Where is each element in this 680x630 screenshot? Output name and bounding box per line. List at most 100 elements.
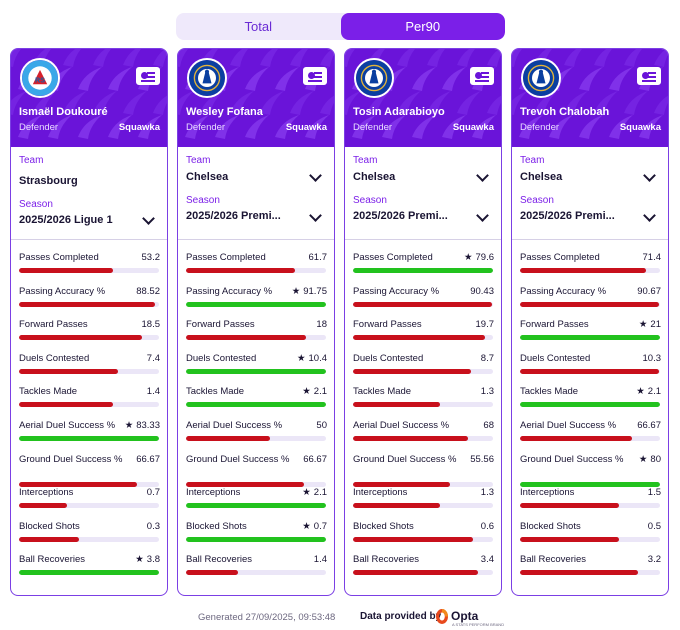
stat-value: 3.2 <box>648 554 661 565</box>
stat-label: Ground Duel Success % <box>19 453 123 465</box>
stat-value: 1.3 <box>481 386 494 397</box>
stat-label: Ball Recoveries <box>520 554 586 566</box>
chelsea-crest-icon <box>521 58 561 98</box>
stat-bar <box>19 368 159 374</box>
stat-label: Blocked Shots <box>520 520 581 532</box>
player-id-card-icon[interactable] <box>637 67 661 85</box>
stat-bar <box>19 570 159 576</box>
tab-per90[interactable]: Per90 <box>340 13 505 40</box>
chevron-down-icon[interactable] <box>142 212 155 225</box>
stat-bar-fill <box>19 368 119 374</box>
opta-logo-icon <box>436 609 448 624</box>
stat-number: 0.3 <box>146 520 160 532</box>
stat-label: Tackles Made <box>353 386 412 398</box>
team-label: Team <box>186 155 211 166</box>
stat-number: 0.7 <box>146 487 160 499</box>
team-select[interactable]: Chelsea <box>186 171 229 183</box>
star-icon: ★ <box>302 487 311 499</box>
stat-bar <box>186 301 326 307</box>
player-name: Ismaël Doukouré <box>19 106 108 118</box>
chevron-down-icon[interactable] <box>643 169 656 182</box>
player-id-card-icon[interactable] <box>470 67 494 85</box>
stat-value: ★ 2.1 <box>302 386 327 397</box>
stat-bar <box>353 570 493 576</box>
stat-bar-fill <box>19 503 67 509</box>
stat-bar-fill <box>520 268 646 273</box>
stat-label: Blocked Shots <box>353 520 414 532</box>
team-select[interactable]: Chelsea <box>520 171 563 183</box>
star-icon: ★ <box>135 554 144 566</box>
player-id-card-icon[interactable] <box>136 67 160 85</box>
player-card: RS Ismaël Doukouré Defender Squawka Team Stra… <box>10 48 168 596</box>
stat-value: 0.3 <box>147 521 160 532</box>
divider <box>11 239 167 240</box>
player-header: Wesley Fofana Defender Squawka <box>178 49 334 147</box>
stat-number: 71.4 <box>642 252 662 263</box>
player-name: Trevoh Chalobah <box>520 106 610 118</box>
stat-bar <box>186 268 326 273</box>
stat-value: ★ 0.7 <box>302 521 327 532</box>
stat-label: Tackles Made <box>520 386 579 398</box>
stat-bar-fill <box>19 402 113 408</box>
stat-label: Aerial Duel Success % <box>186 420 283 431</box>
team-select[interactable]: Strasbourg <box>19 175 78 187</box>
divider <box>178 239 334 240</box>
stat-number: 0.5 <box>647 520 661 532</box>
stat-bar <box>520 402 660 408</box>
stat-number: 8.7 <box>480 352 494 364</box>
stat-number: 3.4 <box>480 554 494 566</box>
stat-bar-fill <box>186 503 326 509</box>
stat-number: 83.33 <box>136 420 160 431</box>
chevron-down-icon[interactable] <box>309 169 322 182</box>
chevron-down-icon[interactable] <box>476 169 489 182</box>
stat-bar-fill <box>186 368 326 374</box>
tab-total[interactable]: Total <box>244 19 272 34</box>
stat-bar <box>520 268 660 273</box>
player-position: Defender <box>186 122 226 133</box>
stat-bar-fill <box>19 335 143 341</box>
stat-label: Ball Recoveries <box>19 554 85 566</box>
team-label: Team <box>520 155 545 166</box>
stat-bar-fill <box>19 536 80 542</box>
divider <box>345 239 501 240</box>
stat-bar <box>520 301 660 307</box>
stat-label: Blocked Shots <box>19 520 80 532</box>
stat-value: 88.52 <box>136 286 160 297</box>
stat-bar <box>520 503 660 509</box>
season-select[interactable]: 2025/2026 Ligue 1 <box>19 214 113 226</box>
player-name: Wesley Fofana <box>186 106 263 118</box>
stat-number: 66.67 <box>303 453 327 465</box>
chevron-down-icon[interactable] <box>643 209 656 222</box>
stat-bar <box>353 536 493 542</box>
stat-value: ★ 80 <box>639 454 661 465</box>
stat-bar <box>353 368 493 374</box>
season-select[interactable]: 2025/2026 Premi... <box>186 210 281 222</box>
stat-bar <box>186 368 326 374</box>
stat-label: Interceptions <box>19 487 74 499</box>
season-select[interactable]: 2025/2026 Premi... <box>520 210 615 222</box>
player-id-card-icon[interactable] <box>303 67 327 85</box>
stat-value: ★ 10.4 <box>297 353 327 364</box>
stat-value: 61.7 <box>309 252 328 263</box>
player-header: Trevoh Chalobah Defender Squawka <box>512 49 668 147</box>
stat-label: Passing Accuracy % <box>353 285 440 297</box>
data-source: Squawka <box>452 122 494 133</box>
team-select[interactable]: Chelsea <box>353 171 396 183</box>
stat-label: Aerial Duel Success % <box>19 420 116 431</box>
stat-label: Passes Completed <box>19 252 99 263</box>
chelsea-crest-icon <box>354 58 394 98</box>
chevron-down-icon[interactable] <box>476 209 489 222</box>
stat-bar-fill <box>520 335 660 341</box>
stat-bar <box>19 402 159 408</box>
chevron-down-icon[interactable] <box>309 209 322 222</box>
stat-bar <box>19 268 159 273</box>
stat-value: 18.5 <box>142 319 161 330</box>
stat-value: 1.5 <box>648 487 661 498</box>
stat-label: Passes Completed <box>520 252 600 263</box>
stat-bar-fill <box>520 503 620 509</box>
stat-value: 50 <box>316 420 327 431</box>
stat-bar-fill <box>186 402 326 408</box>
stat-number: 3.8 <box>146 554 160 566</box>
season-select[interactable]: 2025/2026 Premi... <box>353 210 448 222</box>
stat-number: 61.7 <box>308 252 328 263</box>
